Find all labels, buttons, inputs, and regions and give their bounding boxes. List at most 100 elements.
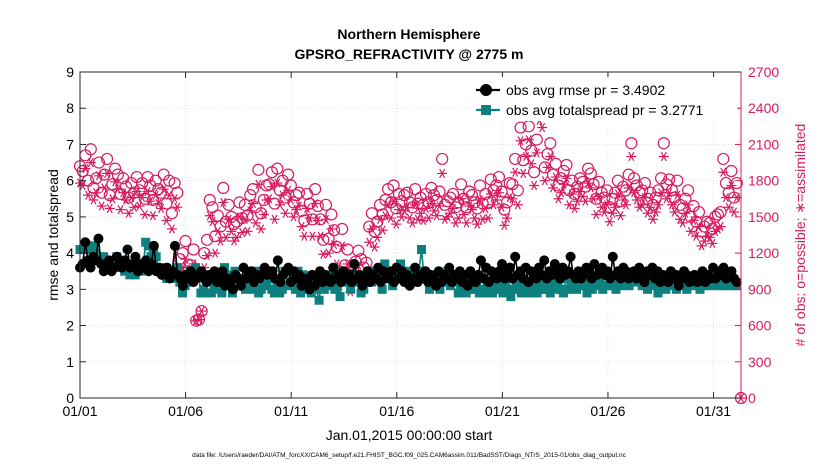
obs-assimilated-point [553,194,564,204]
asterisk-stroke [647,202,654,212]
rmse-point [483,277,494,288]
obs-assimilated-point [88,195,99,205]
obs-assimilated-point [134,201,145,211]
obs-assimilated-point [118,188,129,198]
asterisk-stroke [720,167,727,177]
asterisk-stroke [633,195,640,205]
asterisk-stroke [163,215,170,226]
asterisk-stroke [558,188,565,198]
obs-assimilated-point [207,217,218,227]
asterisk-stroke [520,168,527,179]
asterisk-stroke [695,221,702,232]
y-tick-label-right: 1200 [748,245,779,261]
asterisk-stroke [485,213,492,223]
spread-point [262,281,272,291]
asterisk-stroke [220,197,227,208]
asterisk-stroke [514,200,521,210]
obs-possible-point [200,233,214,246]
asterisk-stroke [295,201,302,211]
obs-assimilated-point [610,202,621,212]
asterisk-stroke [149,211,156,221]
rmse-point [169,240,180,251]
spread-point [241,284,251,294]
obs-possible-point [725,164,738,178]
asterisk-stroke [222,232,229,243]
legend-spread-label: obs avg totalspread pr = 3.2771 [506,102,704,118]
obs-possible-point [657,137,670,150]
spread-point [582,288,592,298]
rmse-point [639,277,650,288]
obs-possible-point [614,195,627,208]
obs-assimilated-point [99,183,110,193]
y-tick-label-left: 6 [66,173,74,189]
obs-assimilated-point [545,151,556,162]
asterisk-stroke [422,203,429,214]
obs-assimilated-point [315,231,326,241]
obs-assimilated-point [202,250,213,261]
obs-assimilated-point [612,189,623,199]
obs-assimilated-point [364,237,375,247]
asterisk-stroke [649,214,657,224]
obs-assimilated-point [377,225,388,235]
obs-assimilated-point [666,200,677,210]
spread-point [377,284,387,294]
y-tick-label-right: 900 [748,281,772,297]
obs-assimilated-point [110,177,121,187]
asterisk-stroke [614,189,621,199]
spread-point [653,288,663,298]
obs-possible-point [625,137,638,150]
spread-point [212,284,222,294]
obs-possible-point [154,186,168,199]
rmse-point [227,284,238,295]
asterisk-stroke [309,231,316,241]
y-tick-label-right: 1500 [748,209,779,225]
asterisk-stroke [109,194,116,204]
obs-assimilated-point [420,203,431,214]
obs-assimilated-point [537,122,548,133]
asterisk-stroke [652,207,659,217]
rmse-point [497,258,508,269]
obs-assimilated-point [247,198,258,209]
obs-possible-point [254,207,268,220]
spread-point [490,284,500,294]
rmse-point [130,251,141,262]
obs-possible-point [246,183,260,196]
obs-possible-point [192,313,206,326]
asterisk-stroke [304,203,311,214]
obs-possible-point [454,178,468,191]
rmse-point [122,244,133,255]
asterisk-stroke [631,188,638,198]
asterisk-stroke [168,224,175,234]
asterisk-stroke [682,208,689,218]
asterisk-stroke [104,168,111,179]
asterisk-stroke [379,225,386,235]
obs-assimilated-point [226,226,237,237]
obs-assimilated-point [272,178,283,188]
obs-possible-point [468,196,481,209]
asterisk-stroke [166,190,173,200]
asterisk-stroke [136,201,143,211]
asterisk-stroke [425,213,432,223]
asterisk-stroke [674,190,681,200]
spread-point [706,281,716,291]
obs-possible-point [495,185,508,198]
obs-assimilated-point [280,208,291,218]
asterisk-stroke [709,238,716,249]
asterisk-stroke [431,206,438,216]
obs-possible-point [284,179,297,192]
rmse-point [328,262,339,273]
obs-assimilated-point [391,219,402,229]
obs-possible-point [195,304,208,318]
obs-assimilated-point [312,215,323,226]
obs-possible-point [227,218,241,231]
y-tick-label-right: 0 [748,390,756,406]
obs-assimilated-point [607,208,618,218]
asterisk-stroke [604,200,611,210]
obs-possible-point [203,193,216,207]
asterisk-stroke [549,183,557,193]
obs-assimilated-point [518,168,529,179]
asterisk-stroke [660,151,667,162]
asterisk-stroke [368,224,375,234]
y-tick-label-left: 1 [66,354,74,370]
rmse-point [718,262,729,273]
